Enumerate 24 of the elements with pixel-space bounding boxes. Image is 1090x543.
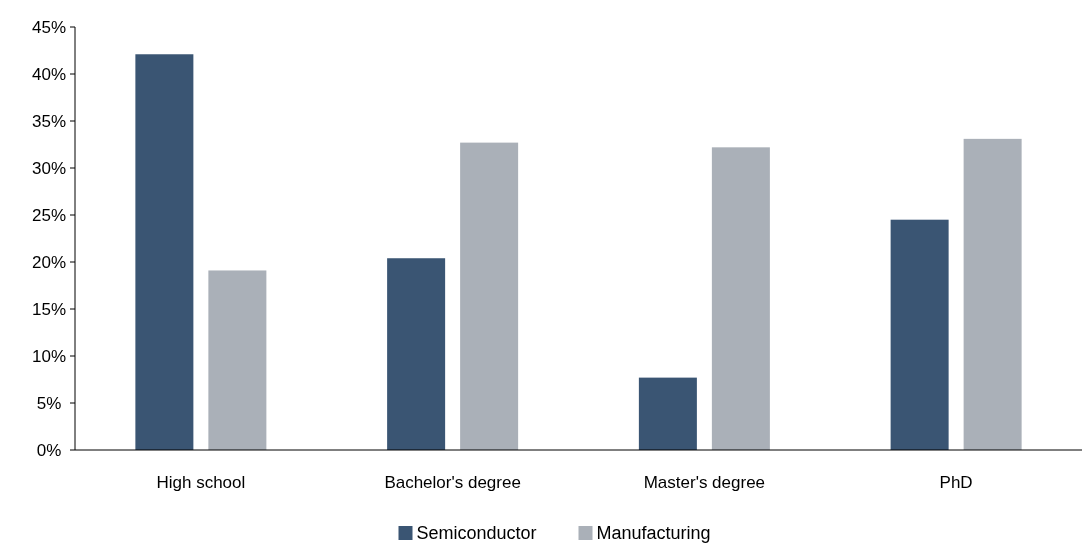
bar [460, 142, 519, 450]
x-tick-label: PhD [939, 473, 973, 492]
y-tick-label: 25% [31, 205, 67, 225]
legend-label: Manufacturing [596, 523, 711, 543]
y-tick-label: 45% [31, 17, 67, 37]
y-tick-label: 5% [36, 393, 62, 413]
y-tick-label: 40% [31, 64, 67, 84]
y-tick-label: 15% [31, 299, 67, 319]
y-tick-label: 30% [31, 158, 67, 178]
y-tick-label: 10% [31, 346, 67, 366]
bar [711, 147, 770, 450]
bar [638, 377, 697, 450]
bar [890, 219, 949, 450]
x-tick-label: High school [156, 473, 246, 492]
y-tick-label: 20% [31, 252, 67, 272]
bar [963, 138, 1022, 450]
y-tick-label: 35% [31, 111, 67, 131]
x-tick-label: Master's degree [643, 473, 766, 492]
bar [135, 54, 194, 450]
x-tick-label: Bachelor's degree [384, 473, 521, 492]
y-tick-label: 0% [36, 440, 62, 460]
bar [387, 258, 446, 450]
legend-label: Semiconductor [416, 523, 537, 543]
bar [208, 270, 267, 450]
